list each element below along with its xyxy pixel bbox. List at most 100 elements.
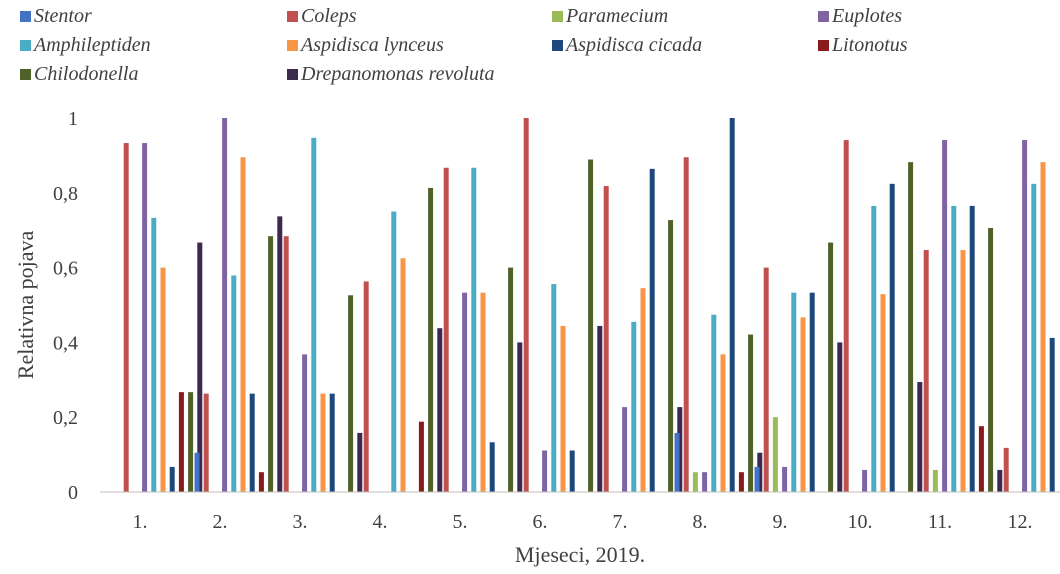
legend-swatch (287, 40, 298, 51)
bar (674, 432, 680, 492)
legend-swatch (20, 11, 31, 22)
bar (302, 354, 308, 492)
bar (142, 143, 148, 492)
bar (517, 342, 523, 492)
bar (923, 250, 929, 492)
bar (1003, 447, 1009, 492)
bar (551, 284, 557, 492)
bar (437, 328, 443, 492)
legend-swatch (552, 40, 563, 51)
bar (951, 205, 957, 492)
legend-label: Paramecium (565, 5, 668, 27)
bar (249, 393, 255, 492)
bar (622, 407, 628, 492)
legend: Stentor Coleps Paramecium Euplotes Amphilept… (20, 5, 908, 85)
bar (1031, 183, 1037, 492)
bar (588, 159, 594, 492)
bar (1040, 162, 1046, 492)
x-tick-label: 1. (133, 511, 148, 533)
bar (997, 469, 1003, 492)
legend-label: Amphileptiden (32, 34, 151, 56)
bar (400, 258, 406, 492)
bar (560, 325, 566, 492)
y-tick-label: 0,2 (53, 407, 78, 429)
legend-label: Aspidisca lynceus (299, 34, 444, 56)
bar (754, 466, 760, 492)
legend-swatch (20, 69, 31, 80)
bar (231, 275, 237, 492)
bar (668, 220, 674, 492)
legend-swatch (287, 69, 298, 80)
bar (283, 236, 289, 492)
bar (1022, 140, 1028, 492)
bar (320, 393, 326, 492)
y-axis-label: Relativna pojava (13, 231, 38, 380)
bar (603, 186, 609, 492)
y-tick-label: 1 (68, 108, 78, 130)
bar (960, 250, 966, 492)
bar (151, 217, 157, 493)
x-tick-label: 10. (848, 511, 873, 533)
legend-label: Coleps (301, 5, 357, 27)
bar (772, 417, 778, 492)
bar (988, 227, 994, 492)
bar (169, 466, 175, 492)
bar (197, 242, 203, 492)
x-tick-label: 4. (373, 511, 388, 533)
x-tick-label: 11. (928, 511, 952, 533)
bar (791, 292, 797, 492)
bar (523, 118, 529, 492)
x-tick-label: 9. (773, 511, 788, 533)
bar (418, 421, 424, 492)
legend-label: Litonotus (831, 34, 908, 56)
x-axis-label: Mjeseci, 2019. (515, 542, 645, 567)
bar (240, 157, 246, 492)
bar (828, 242, 834, 492)
bar (471, 167, 477, 493)
bar (871, 205, 877, 492)
bar (569, 450, 575, 492)
bar (123, 143, 129, 492)
bar (757, 452, 763, 492)
legend-label: Drepanomonas revoluta (300, 63, 495, 85)
bar (932, 469, 938, 492)
bar (702, 472, 708, 492)
legend-swatch (818, 40, 829, 51)
bar (711, 314, 717, 492)
y-tick-label: 0 (68, 482, 78, 504)
legend-label: Chilodonella (34, 63, 138, 85)
legend-label: Aspidisca cicada (564, 34, 702, 56)
bar (978, 426, 984, 492)
bar (443, 167, 449, 493)
legend-label: Stentor (34, 5, 92, 27)
bar (729, 118, 735, 492)
bar (222, 118, 228, 492)
x-tick-label: 12. (1008, 511, 1033, 533)
bar (489, 442, 495, 492)
bar (800, 317, 806, 492)
plot-bars (123, 118, 1055, 493)
bar (462, 292, 468, 492)
x-tick-label: 5. (453, 511, 468, 533)
legend-swatch (287, 11, 298, 22)
bar (677, 407, 683, 492)
bar (268, 236, 274, 492)
bar (649, 168, 655, 493)
x-axis-ticks: 1. 2. 3. 4. 5. 6. 7. 8. 9. 10. 11. 12. (133, 511, 1033, 533)
bar (480, 292, 486, 492)
bar (640, 288, 646, 492)
bar (1049, 337, 1055, 492)
bar (720, 354, 726, 492)
bar (692, 472, 698, 492)
bar (631, 321, 637, 492)
bar (311, 137, 317, 492)
legend-swatch (20, 40, 31, 51)
bar (969, 205, 975, 492)
bar (188, 392, 194, 492)
bar (542, 450, 548, 492)
bar (738, 472, 744, 492)
x-tick-label: 8. (693, 511, 708, 533)
legend-label: Euplotes (831, 5, 902, 27)
bar (203, 393, 209, 492)
